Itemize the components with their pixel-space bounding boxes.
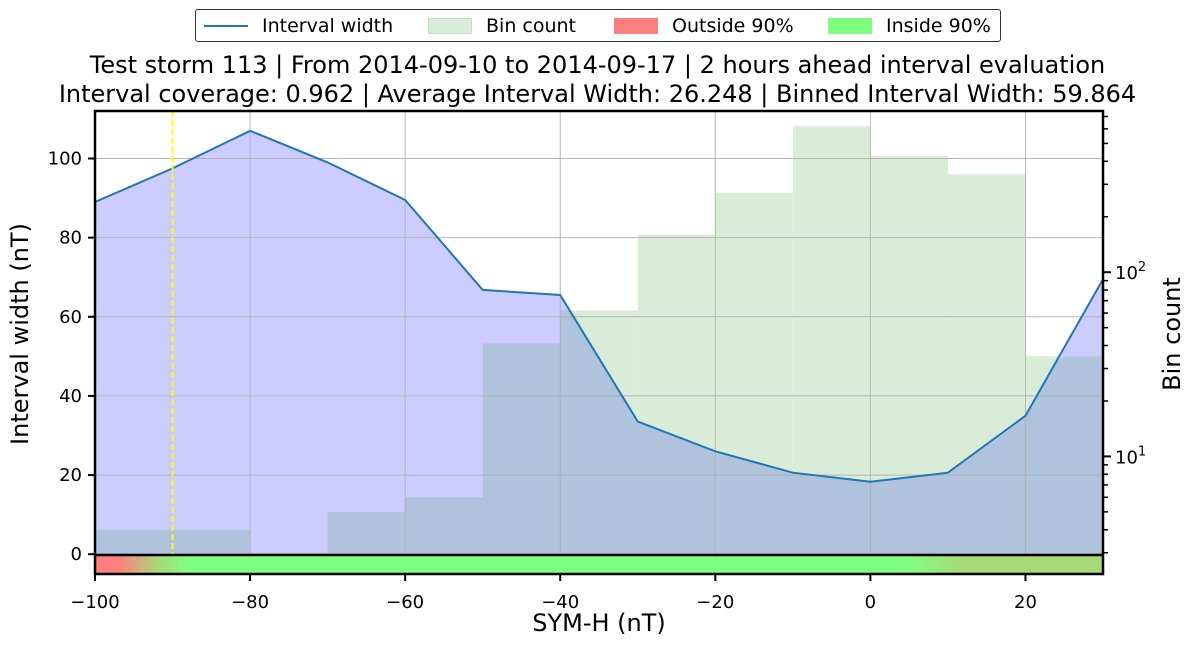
- interval-width-series: [95, 129, 1103, 483]
- interval-width-line: [95, 129, 1103, 483]
- x-tick-label: −100: [70, 592, 119, 613]
- coverage-strip-bar: [95, 555, 1103, 574]
- legend-label: Inside 90%: [886, 15, 991, 37]
- overlap-bar: [870, 472, 948, 555]
- x-tick-label: −80: [231, 592, 269, 613]
- overlap-bar: [792, 472, 871, 555]
- overlap-bar: [482, 343, 561, 555]
- chart-title: Test storm 113 | From 2014-09-10 to 2014…: [89, 51, 1106, 79]
- y-tick-label: 0: [71, 544, 82, 565]
- legend-inside-swatch: [828, 18, 872, 34]
- x-tick-label: 0: [865, 592, 876, 613]
- axes: −100 −80 −60 −40 −20 0 20 0 20 40 60 80 100 101 102: [48, 109, 1146, 613]
- legend-bin-swatch: [428, 18, 472, 34]
- overlap-bars: [95, 310, 1103, 555]
- overlap-bar: [947, 415, 1026, 555]
- x-tick-label: −60: [386, 592, 424, 613]
- y-tick-label: 40: [59, 386, 82, 407]
- legend-item-inside: Inside 90%: [828, 15, 991, 37]
- legend-item-interval-width: Interval width: [204, 15, 394, 37]
- interval-width-fill: [95, 130, 1103, 555]
- x-tick-label: −20: [696, 592, 734, 613]
- chart-subtitle: Interval coverage: 0.962 | Average Inter…: [58, 80, 1137, 108]
- x-axis-label: SYM-H (nT): [532, 609, 666, 637]
- x-tick-label: 20: [1014, 592, 1037, 613]
- y-axis-label: Interval width (nT): [6, 223, 34, 445]
- overlap-bar: [637, 421, 716, 555]
- plot-frame: [93, 109, 1105, 576]
- legend-item-outside: Outside 90%: [614, 15, 794, 37]
- legend-label: Interval width: [262, 15, 394, 37]
- y2-tick-label: 101: [1115, 444, 1146, 468]
- coverage-strip: [95, 553, 1103, 574]
- legend-item-bin-count: Bin count: [428, 15, 576, 37]
- legend-outside-swatch: [614, 18, 658, 34]
- legend: Interval width Bin count Outside 90% Ins…: [195, 9, 1001, 42]
- y-tick-label: 100: [48, 148, 82, 169]
- overlap-bar: [172, 529, 251, 555]
- overlap-bar: [405, 497, 483, 555]
- overlap-bar: [560, 310, 638, 555]
- overlap-bar: [95, 529, 173, 555]
- y-tick-label: 60: [59, 307, 82, 328]
- x-tick-label: −40: [541, 592, 579, 613]
- overlap-bar: [715, 451, 793, 555]
- y-tick-label: 20: [59, 465, 82, 486]
- y-tick-label: 80: [59, 228, 82, 249]
- y2-axis-label: Bin count: [1158, 277, 1186, 391]
- y2-tick-label: 102: [1115, 260, 1146, 284]
- overlap-bar: [327, 511, 406, 555]
- legend-label: Bin count: [486, 15, 576, 37]
- interval-width-area: [95, 130, 1103, 555]
- legend-label: Outside 90%: [672, 15, 794, 37]
- legend-line-swatch: [204, 25, 248, 27]
- overlap-bar: [1025, 356, 1103, 555]
